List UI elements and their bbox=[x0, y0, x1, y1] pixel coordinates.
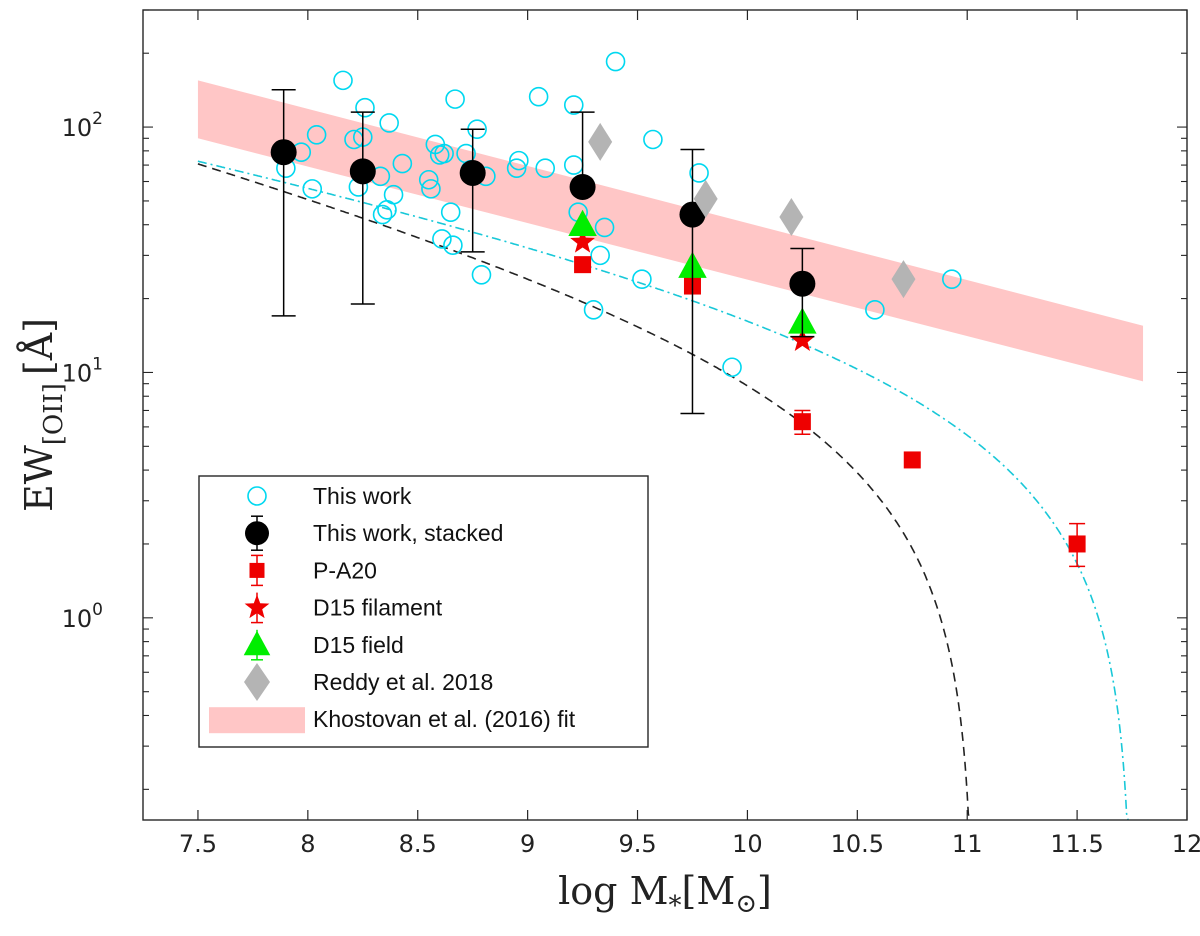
legend-band-swatch bbox=[209, 707, 305, 734]
open-circle-point bbox=[942, 269, 962, 289]
open-circle-point bbox=[445, 89, 465, 109]
dashdot-fit-curve bbox=[197, 160, 1129, 821]
legend-label: D15 field bbox=[313, 632, 404, 658]
axes: 7.5 8 8.5 9 9.5 10 10.5 11 11.5 12 102 101 100 bbox=[62, 9, 1200, 858]
x-tick-label: 10 bbox=[732, 830, 763, 858]
legend-triangle-marker bbox=[243, 630, 271, 656]
series-this-work-stacked bbox=[270, 88, 816, 415]
stacked-point bbox=[270, 139, 297, 166]
open-circle-point bbox=[379, 113, 399, 133]
open-circle-point bbox=[383, 184, 404, 205]
open-circle-point bbox=[722, 357, 742, 378]
series-d15-filament bbox=[570, 229, 815, 351]
stacked-point bbox=[569, 173, 596, 200]
x-tick-label: 8 bbox=[300, 830, 315, 858]
open-circle-point bbox=[247, 486, 267, 506]
y-tick-label: 101 bbox=[62, 354, 103, 387]
open-circle-point bbox=[865, 300, 885, 320]
x-tick-label: 8.5 bbox=[399, 830, 437, 858]
open-circle-point bbox=[563, 95, 584, 115]
legend-label: Reddy et al. 2018 bbox=[313, 669, 493, 695]
d15-filament-point bbox=[570, 229, 595, 253]
y-tick-label: 100 bbox=[62, 600, 103, 633]
reddy-point bbox=[588, 122, 613, 161]
legend-label: This work bbox=[313, 483, 412, 509]
legend-entry: Reddy et al. 2018 bbox=[244, 663, 493, 701]
open-circle-point bbox=[506, 158, 527, 178]
reddy-point bbox=[693, 179, 718, 218]
legend-entry: D15 filament bbox=[244, 592, 443, 624]
open-circle-point bbox=[418, 169, 439, 190]
x-tick-label: 9.5 bbox=[618, 830, 656, 858]
legend-pa20-marker bbox=[249, 562, 265, 578]
open-circle-point bbox=[355, 97, 375, 118]
open-circle-point bbox=[632, 269, 652, 289]
series-reddy bbox=[588, 122, 916, 299]
x-tick-label: 7.5 bbox=[179, 830, 217, 858]
stacked-point bbox=[245, 521, 269, 546]
stacked-point bbox=[679, 201, 706, 228]
legend-diamond-marker bbox=[244, 663, 270, 701]
open-circle-point bbox=[432, 229, 452, 249]
open-circle-point bbox=[443, 235, 463, 256]
open-circle-point bbox=[333, 70, 353, 91]
legend-box bbox=[198, 475, 649, 748]
legend-label: Khostovan et al. (2016) fit bbox=[313, 706, 576, 732]
legend-label: P-A20 bbox=[313, 557, 377, 583]
open-circle-point bbox=[594, 217, 615, 238]
open-circle-point bbox=[528, 86, 549, 107]
open-circle-point bbox=[590, 245, 610, 266]
y-axis-label: EW[OII][Å] bbox=[17, 318, 69, 512]
open-circle-point bbox=[372, 204, 393, 225]
legend: This work This work, stacked P-A20 D15 fila… bbox=[198, 475, 649, 748]
open-circle-point bbox=[509, 150, 529, 171]
open-circle-point bbox=[421, 179, 441, 199]
open-circle-point bbox=[471, 265, 492, 285]
legend-entry: P-A20 bbox=[249, 554, 377, 587]
d15-filament-point bbox=[790, 327, 815, 351]
reddy-point bbox=[891, 260, 916, 299]
open-circle-point bbox=[535, 158, 556, 178]
open-circle-point bbox=[689, 163, 709, 183]
fit-curves bbox=[197, 160, 1129, 821]
legend-entry: This work bbox=[247, 483, 412, 509]
khostovan-fit-band bbox=[197, 80, 1144, 382]
pa20-point bbox=[793, 413, 811, 431]
x-tick-label: 9 bbox=[520, 830, 535, 858]
open-circle-point bbox=[302, 179, 323, 199]
legend-label: D15 filament bbox=[313, 595, 443, 621]
legend-entry: Khostovan et al. (2016) fit bbox=[209, 706, 576, 734]
open-circle-point bbox=[440, 202, 461, 222]
open-circle-point bbox=[434, 143, 454, 164]
legend-label: This work, stacked bbox=[313, 520, 503, 546]
y-tick-label: 102 bbox=[62, 109, 103, 142]
open-circle-point bbox=[605, 51, 626, 72]
open-circle-point bbox=[306, 125, 327, 145]
legend-star-marker bbox=[244, 594, 270, 619]
open-circle-point bbox=[583, 300, 604, 320]
d15-field-point bbox=[568, 209, 597, 236]
x-axis-label: log M*[M⊙] bbox=[558, 869, 772, 921]
pa20-point bbox=[1068, 535, 1086, 553]
stacked-point bbox=[349, 158, 376, 185]
dashed-fit-curve bbox=[197, 163, 971, 821]
legend-entry: This work, stacked bbox=[245, 515, 503, 551]
axes-box bbox=[142, 9, 1188, 821]
open-circle-point bbox=[392, 153, 413, 174]
x-tick-label: 12 bbox=[1172, 830, 1200, 858]
stacked-point bbox=[789, 270, 816, 297]
reddy-point bbox=[779, 198, 804, 237]
stacked-point bbox=[459, 159, 486, 186]
axis-labels: log M*[M⊙] EW[OII][Å] bbox=[17, 318, 772, 921]
open-circle-point bbox=[643, 129, 663, 150]
pa20-point bbox=[903, 451, 921, 469]
pa20-point bbox=[574, 256, 592, 274]
x-tick-label: 11 bbox=[952, 830, 983, 858]
legend-entry: D15 field bbox=[243, 629, 404, 661]
data-series bbox=[270, 51, 1086, 568]
x-tick-label: 10.5 bbox=[831, 830, 884, 858]
x-tick-label: 11.5 bbox=[1050, 830, 1103, 858]
fit-band bbox=[197, 80, 1144, 382]
